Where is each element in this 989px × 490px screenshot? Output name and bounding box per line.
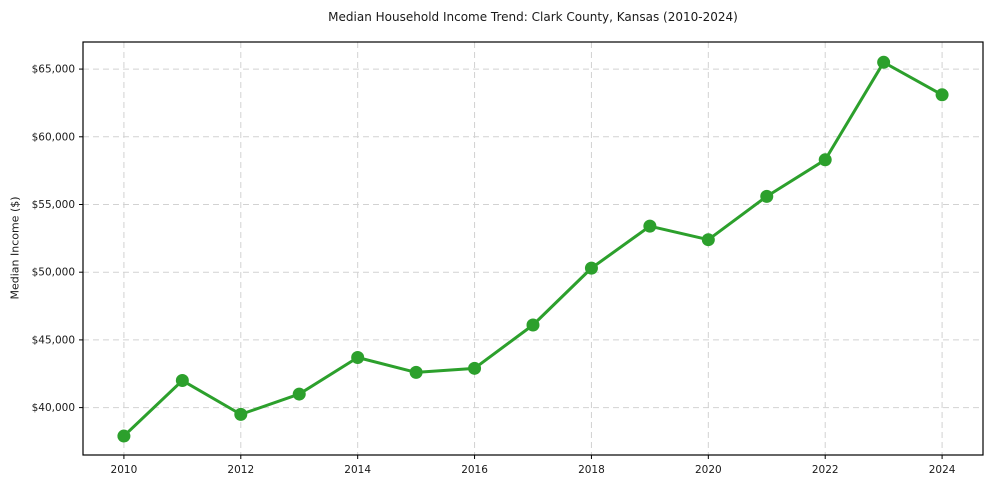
x-tick-label: 2018 (578, 464, 605, 476)
plot-border (82, 41, 984, 456)
data-point-2012 (234, 407, 248, 421)
data-point-2013 (292, 387, 306, 401)
y-tick-label: $50,000 (32, 267, 75, 279)
data-point-2010 (117, 429, 131, 443)
data-point-2014 (351, 351, 365, 365)
data-point-2022 (818, 153, 832, 167)
data-point-2023 (877, 55, 891, 69)
income-trend-line (122, 60, 944, 438)
x-tick-label: 2022 (812, 464, 839, 476)
x-tick-label: 2016 (461, 464, 488, 476)
data-point-2011 (175, 374, 189, 388)
data-point-2015 (409, 365, 423, 379)
x-tick-label: 2012 (227, 464, 254, 476)
y-tick-label: $40,000 (32, 402, 75, 414)
y-tick-label: $65,000 (32, 64, 75, 76)
chart-title: Median Household Income Trend: Clark Cou… (328, 10, 738, 24)
data-point-2017 (526, 318, 540, 332)
y-tick-label: $55,000 (32, 199, 75, 211)
data-point-2020 (701, 233, 715, 247)
x-tick-label: 2014 (344, 464, 371, 476)
data-point-2016 (468, 361, 482, 375)
data-point-2019 (643, 219, 657, 233)
data-point-2021 (760, 189, 774, 203)
data-point-2024 (935, 88, 949, 102)
y-tick-label: $60,000 (32, 131, 75, 143)
y-tick-label: $45,000 (32, 334, 75, 346)
x-tick-label: 2020 (695, 464, 722, 476)
x-tick-label: 2010 (111, 464, 138, 476)
data-point-2018 (584, 261, 598, 275)
x-tick-label: 2024 (929, 464, 956, 476)
